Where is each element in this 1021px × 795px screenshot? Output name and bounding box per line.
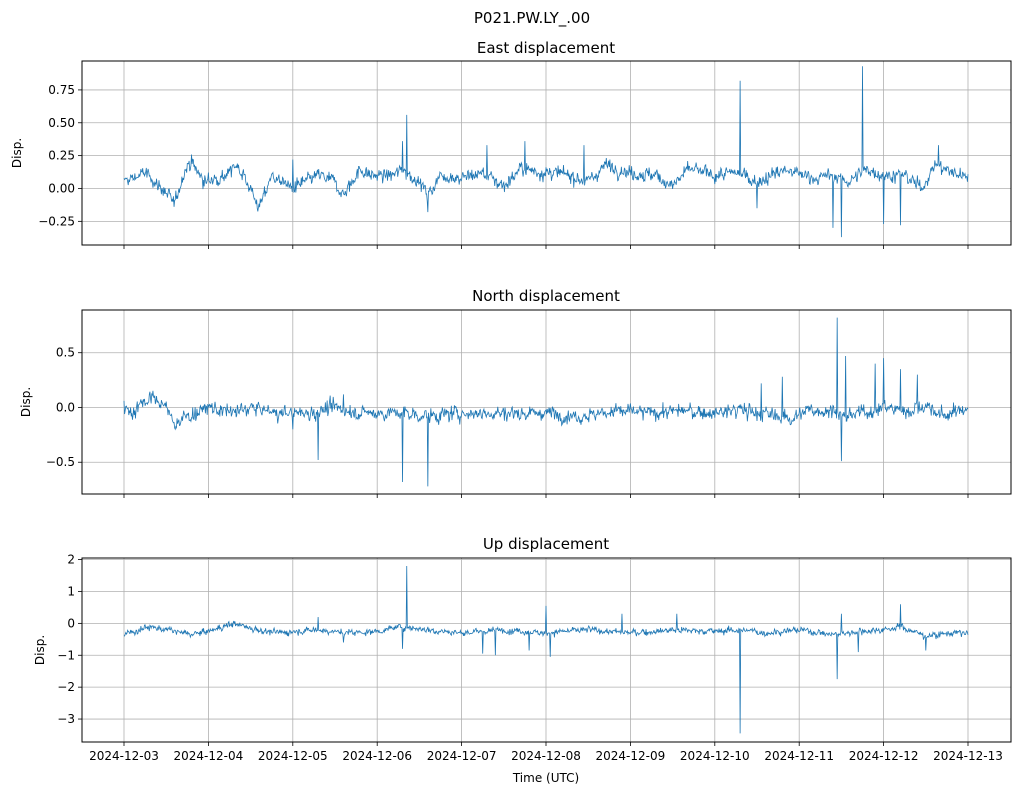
x-tick-label: 2024-12-05	[258, 749, 328, 763]
east-yticks: −0.25 0.00 0.25 0.50 0.75	[38, 83, 82, 228]
north-displacement-line	[123, 317, 969, 487]
up-ytick-label: −2	[57, 680, 75, 694]
east-panel-title: East displacement	[477, 39, 615, 57]
north-yticks: −0.5 0.0 0.5	[46, 346, 82, 469]
east-ytick-label: −0.25	[38, 214, 75, 228]
x-tick-label: 2024-12-11	[764, 749, 834, 763]
east-xticks	[123, 245, 969, 249]
east-grid	[82, 61, 1011, 245]
x-tick-label: 2024-12-10	[680, 749, 750, 763]
north-grid	[82, 310, 1011, 494]
up-grid	[82, 558, 1011, 742]
north-xticks	[123, 494, 969, 498]
x-tick-label: 2024-12-09	[596, 749, 666, 763]
east-series	[123, 66, 969, 238]
east-displacement-line	[123, 66, 969, 238]
up-yticks: −3 −2 −1 0 1 2	[57, 553, 82, 726]
up-series	[123, 565, 969, 734]
north-ytick-label: 0.5	[56, 346, 75, 360]
east-ytick-label: 0.75	[48, 83, 75, 97]
north-ytick-label: 0.0	[56, 400, 75, 414]
x-tick-label: 2024-12-08	[511, 749, 581, 763]
up-ytick-label: 2	[67, 553, 75, 567]
north-ytick-label: −0.5	[46, 455, 75, 469]
x-tick-label: 2024-12-03	[89, 749, 159, 763]
east-ytick-label: 0.25	[48, 149, 75, 163]
up-panel-title: Up displacement	[483, 535, 609, 553]
x-tick-label: 2024-12-04	[174, 749, 244, 763]
figure-suptitle: P021.PW.LY_.00	[474, 9, 590, 28]
east-ytick-label: 0.50	[48, 116, 75, 130]
x-axis-label: Time (UTC)	[512, 771, 579, 785]
up-displacement-line	[123, 565, 969, 734]
up-axes	[81, 557, 1012, 743]
east-axes	[81, 60, 1012, 246]
north-series	[123, 317, 969, 487]
north-axes	[81, 309, 1012, 495]
east-ylabel: Disp.	[10, 138, 24, 168]
up-ytick-label: −3	[57, 712, 75, 726]
up-ylabel: Disp.	[33, 635, 47, 665]
north-ylabel: Disp.	[19, 387, 33, 417]
north-panel-title: North displacement	[472, 287, 620, 305]
east-displacement-panel: East displacement −0.250.000.250.500.75 …	[10, 39, 1012, 249]
x-tick-label: 2024-12-13	[933, 749, 1003, 763]
east-ytick-label: 0.00	[48, 181, 75, 195]
x-tick-label: 2024-12-07	[427, 749, 497, 763]
up-ytick-label: −1	[57, 648, 75, 662]
x-tick-label: 2024-12-12	[849, 749, 919, 763]
up-ytick-label: 0	[67, 616, 75, 630]
north-displacement-panel: North displacement −0.5 0.0 0.5 Disp.	[19, 287, 1012, 498]
up-xticks: 2024-12-03 2024-12-04 2024-12-05 2024-12-06…	[89, 742, 1003, 763]
up-ytick-label: 1	[67, 584, 75, 598]
x-tick-label: 2024-12-06	[342, 749, 412, 763]
